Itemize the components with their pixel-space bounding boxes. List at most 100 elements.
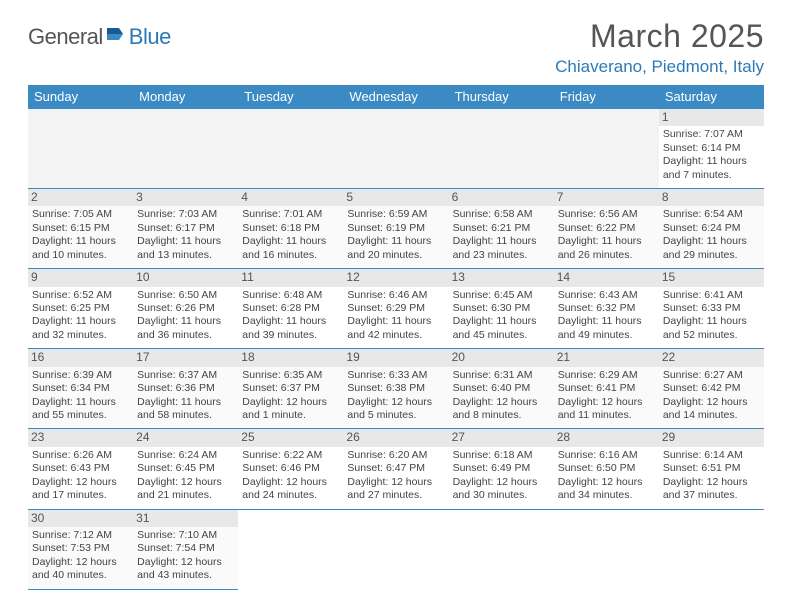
- daylight-text: Daylight: 12 hours and 14 minutes.: [663, 396, 760, 423]
- daylight-text: Daylight: 12 hours and 8 minutes.: [453, 396, 550, 423]
- day-info: Sunrise: 6:56 AMSunset: 6:22 PMDaylight:…: [558, 208, 655, 262]
- day-info: Sunrise: 6:26 AMSunset: 6:43 PMDaylight:…: [32, 449, 129, 503]
- daylight-text: Daylight: 12 hours and 21 minutes.: [137, 476, 234, 503]
- sunset-text: Sunset: 6:18 PM: [242, 222, 339, 235]
- calendar-week-row: 1Sunrise: 7:07 AMSunset: 6:14 PMDaylight…: [28, 109, 764, 189]
- calendar-day-cell: 20 Sunrise: 6:31 AMSunset: 6:40 PMDayligh…: [449, 349, 554, 429]
- daylight-text: Daylight: 11 hours and 42 minutes.: [347, 315, 444, 342]
- day-number: 11: [238, 269, 343, 286]
- calendar-week-row: 30 Sunrise: 7:12 AMSunset: 7:53 PMDayligh…: [28, 509, 764, 589]
- day-info: Sunrise: 6:27 AMSunset: 6:42 PMDaylight:…: [663, 369, 760, 423]
- sunrise-text: Sunrise: 6:54 AM: [663, 208, 760, 221]
- location-text: Chiaverano, Piedmont, Italy: [555, 57, 764, 77]
- daylight-text: Daylight: 11 hours and 20 minutes.: [347, 235, 444, 262]
- daylight-text: Daylight: 11 hours and 36 minutes.: [137, 315, 234, 342]
- sunrise-text: Sunrise: 6:50 AM: [137, 289, 234, 302]
- sunset-text: Sunset: 6:49 PM: [453, 462, 550, 475]
- day-info: Sunrise: 6:29 AMSunset: 6:41 PMDaylight:…: [558, 369, 655, 423]
- daylight-text: Daylight: 11 hours and 49 minutes.: [558, 315, 655, 342]
- sunrise-text: Sunrise: 6:48 AM: [242, 289, 339, 302]
- calendar-day-cell: 22Sunrise: 6:27 AMSunset: 6:42 PMDayligh…: [659, 349, 764, 429]
- calendar-week-row: 16Sunrise: 6:39 AMSunset: 6:34 PMDayligh…: [28, 349, 764, 429]
- sunset-text: Sunset: 6:45 PM: [137, 462, 234, 475]
- day-number: 9: [28, 269, 133, 286]
- calendar-day-cell: 15Sunrise: 6:41 AMSunset: 6:33 PMDayligh…: [659, 269, 764, 349]
- sunrise-text: Sunrise: 6:41 AM: [663, 289, 760, 302]
- daylight-text: Daylight: 12 hours and 5 minutes.: [347, 396, 444, 423]
- calendar-day-cell: 3Sunrise: 7:03 AMSunset: 6:17 PMDaylight…: [133, 189, 238, 269]
- sunrise-text: Sunrise: 6:45 AM: [453, 289, 550, 302]
- sunset-text: Sunset: 6:36 PM: [137, 382, 234, 395]
- daylight-text: Daylight: 11 hours and 7 minutes.: [663, 155, 760, 182]
- page-title: March 2025: [555, 18, 764, 55]
- sunset-text: Sunset: 6:17 PM: [137, 222, 234, 235]
- day-info: Sunrise: 7:01 AMSunset: 6:18 PMDaylight:…: [242, 208, 339, 262]
- day-number: 20: [449, 349, 554, 366]
- sunrise-text: Sunrise: 6:22 AM: [242, 449, 339, 462]
- daylight-text: Daylight: 12 hours and 1 minute.: [242, 396, 339, 423]
- header: General Blue March 2025 Chiaverano, Pied…: [28, 18, 764, 77]
- day-info: Sunrise: 6:48 AMSunset: 6:28 PMDaylight:…: [242, 289, 339, 343]
- day-info: Sunrise: 7:03 AMSunset: 6:17 PMDaylight:…: [137, 208, 234, 262]
- daylight-text: Daylight: 11 hours and 16 minutes.: [242, 235, 339, 262]
- sunset-text: Sunset: 6:47 PM: [347, 462, 444, 475]
- sunset-text: Sunset: 6:22 PM: [558, 222, 655, 235]
- calendar-day-cell: 23Sunrise: 6:26 AMSunset: 6:43 PMDayligh…: [28, 429, 133, 509]
- sunrise-text: Sunrise: 6:24 AM: [137, 449, 234, 462]
- calendar-day-cell: 8Sunrise: 6:54 AMSunset: 6:24 PMDaylight…: [659, 189, 764, 269]
- calendar-empty-cell: [238, 509, 343, 589]
- daylight-text: Daylight: 12 hours and 34 minutes.: [558, 476, 655, 503]
- day-number: 6: [449, 189, 554, 206]
- weekday-header: Tuesday: [238, 85, 343, 109]
- day-number: 29: [659, 429, 764, 446]
- daylight-text: Daylight: 11 hours and 58 minutes.: [137, 396, 234, 423]
- sunrise-text: Sunrise: 6:31 AM: [453, 369, 550, 382]
- day-info: Sunrise: 6:22 AMSunset: 6:46 PMDaylight:…: [242, 449, 339, 503]
- daylight-text: Daylight: 11 hours and 39 minutes.: [242, 315, 339, 342]
- sunrise-text: Sunrise: 6:56 AM: [558, 208, 655, 221]
- sunrise-text: Sunrise: 7:07 AM: [663, 128, 760, 141]
- day-info: Sunrise: 7:10 AMSunset: 7:54 PMDaylight:…: [137, 529, 234, 583]
- weekday-header: Thursday: [449, 85, 554, 109]
- daylight-text: Daylight: 12 hours and 40 minutes.: [32, 556, 129, 583]
- calendar-day-cell: 9Sunrise: 6:52 AMSunset: 6:25 PMDaylight…: [28, 269, 133, 349]
- daylight-text: Daylight: 12 hours and 30 minutes.: [453, 476, 550, 503]
- day-info: Sunrise: 7:12 AMSunset: 7:53 PMDaylight:…: [32, 529, 129, 583]
- day-number: 24: [133, 429, 238, 446]
- sunset-text: Sunset: 6:21 PM: [453, 222, 550, 235]
- calendar-empty-cell: [554, 109, 659, 189]
- sunrise-text: Sunrise: 6:46 AM: [347, 289, 444, 302]
- daylight-text: Daylight: 12 hours and 24 minutes.: [242, 476, 339, 503]
- title-block: March 2025 Chiaverano, Piedmont, Italy: [555, 18, 764, 77]
- sunset-text: Sunset: 6:19 PM: [347, 222, 444, 235]
- sunset-text: Sunset: 6:25 PM: [32, 302, 129, 315]
- day-number: 30: [28, 510, 133, 527]
- calendar-week-row: 23Sunrise: 6:26 AMSunset: 6:43 PMDayligh…: [28, 429, 764, 509]
- sunrise-text: Sunrise: 6:20 AM: [347, 449, 444, 462]
- calendar-day-cell: 6Sunrise: 6:58 AMSunset: 6:21 PMDaylight…: [449, 189, 554, 269]
- day-info: Sunrise: 7:05 AMSunset: 6:15 PMDaylight:…: [32, 208, 129, 262]
- sunset-text: Sunset: 6:42 PM: [663, 382, 760, 395]
- calendar-day-cell: 16Sunrise: 6:39 AMSunset: 6:34 PMDayligh…: [28, 349, 133, 429]
- day-number: 19: [343, 349, 448, 366]
- sunset-text: Sunset: 6:40 PM: [453, 382, 550, 395]
- sunset-text: Sunset: 6:46 PM: [242, 462, 339, 475]
- calendar-week-row: 9Sunrise: 6:52 AMSunset: 6:25 PMDaylight…: [28, 269, 764, 349]
- calendar-day-cell: 17Sunrise: 6:37 AMSunset: 6:36 PMDayligh…: [133, 349, 238, 429]
- calendar-day-cell: 12Sunrise: 6:46 AMSunset: 6:29 PMDayligh…: [343, 269, 448, 349]
- calendar-table: SundayMondayTuesdayWednesdayThursdayFrid…: [28, 85, 764, 590]
- day-number: 16: [28, 349, 133, 366]
- calendar-day-cell: 28Sunrise: 6:16 AMSunset: 6:50 PMDayligh…: [554, 429, 659, 509]
- weekday-header: Friday: [554, 85, 659, 109]
- daylight-text: Daylight: 11 hours and 55 minutes.: [32, 396, 129, 423]
- daylight-text: Daylight: 11 hours and 26 minutes.: [558, 235, 655, 262]
- day-number: 1: [659, 109, 764, 126]
- sunrise-text: Sunrise: 6:16 AM: [558, 449, 655, 462]
- sunset-text: Sunset: 7:53 PM: [32, 542, 129, 555]
- day-info: Sunrise: 6:18 AMSunset: 6:49 PMDaylight:…: [453, 449, 550, 503]
- weekday-header: Monday: [133, 85, 238, 109]
- day-info: Sunrise: 6:16 AMSunset: 6:50 PMDaylight:…: [558, 449, 655, 503]
- day-number: 26: [343, 429, 448, 446]
- sunrise-text: Sunrise: 6:18 AM: [453, 449, 550, 462]
- day-info: Sunrise: 6:54 AMSunset: 6:24 PMDaylight:…: [663, 208, 760, 262]
